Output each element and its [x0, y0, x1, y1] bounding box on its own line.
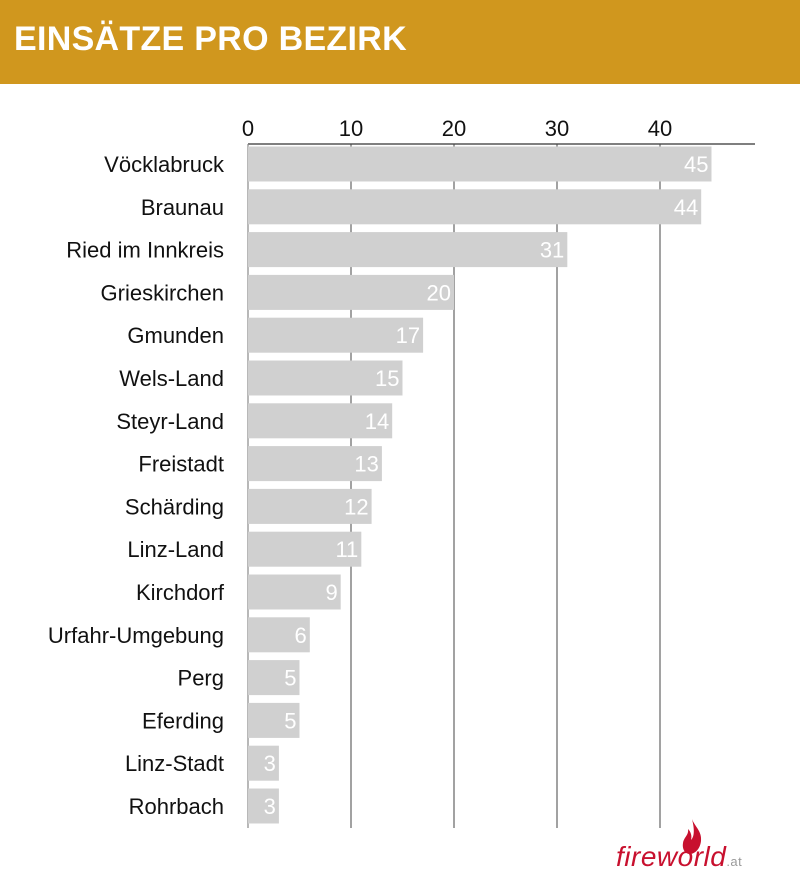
category-label: Ried im Innkreis: [66, 238, 224, 263]
bar: [248, 146, 712, 182]
bar: [248, 403, 393, 439]
bar: [248, 360, 403, 396]
category-label: Linz-Stadt: [125, 751, 224, 776]
category-label: Gmunden: [127, 323, 224, 348]
value-label: 31: [540, 238, 564, 263]
bar: [248, 189, 702, 225]
value-label: 3: [264, 794, 276, 819]
bar: [248, 702, 300, 738]
value-label: 17: [396, 323, 420, 348]
bar: [248, 660, 300, 696]
x-tick-label: 10: [339, 116, 363, 141]
bar: [248, 446, 382, 482]
value-label: 13: [354, 452, 378, 477]
bar: [248, 317, 424, 353]
category-label: Eferding: [142, 708, 224, 733]
chart-title: EINSÄTZE PRO BEZIRK: [14, 20, 407, 58]
value-label: 20: [427, 280, 451, 305]
value-label: 14: [365, 409, 389, 434]
bar: [248, 745, 279, 781]
value-label: 6: [295, 623, 307, 648]
category-label: Perg: [178, 666, 224, 691]
x-tick-label: 30: [545, 116, 569, 141]
category-label: Vöcklabruck: [104, 152, 225, 177]
value-label: 9: [325, 580, 337, 605]
value-label: 45: [684, 152, 708, 177]
bar: [248, 274, 454, 310]
category-label: Urfahr-Umgebung: [48, 623, 224, 648]
category-label: Rohrbach: [129, 794, 224, 819]
category-label: Schärding: [125, 494, 224, 519]
header-banner: EINSÄTZE PRO BEZIRK: [0, 0, 800, 84]
bar: [248, 488, 372, 524]
value-label: 3: [264, 751, 276, 776]
x-tick-label: 40: [648, 116, 672, 141]
value-label: 12: [344, 494, 368, 519]
value-label: 44: [674, 195, 698, 220]
x-tick-label: 0: [242, 116, 254, 141]
value-label: 5: [284, 666, 296, 691]
category-label: Wels-Land: [119, 366, 224, 391]
category-label: Braunau: [141, 195, 224, 220]
x-tick-label: 20: [442, 116, 466, 141]
bar: [248, 574, 341, 610]
bar-chart: 0 10 20 30 40 Vöcklabruck 45 Braunau 44 Ried im I…: [48, 116, 755, 828]
bar: [248, 531, 362, 567]
category-label: Steyr-Land: [116, 409, 224, 434]
bar: [248, 232, 568, 268]
value-label: 5: [284, 708, 296, 733]
bar: [248, 617, 310, 653]
category-label: Grieskirchen: [101, 280, 224, 305]
logo-wordmark: fireworld.at: [616, 841, 743, 872]
category-label: Freistadt: [138, 452, 224, 477]
flame-icon: [682, 819, 702, 854]
category-label: Linz-Land: [127, 537, 224, 562]
category-label: Kirchdorf: [136, 580, 225, 605]
value-label: 11: [335, 537, 358, 562]
value-label: 15: [375, 366, 399, 391]
bar: [248, 788, 279, 824]
fireworld-logo: fireworld.at: [616, 813, 786, 877]
